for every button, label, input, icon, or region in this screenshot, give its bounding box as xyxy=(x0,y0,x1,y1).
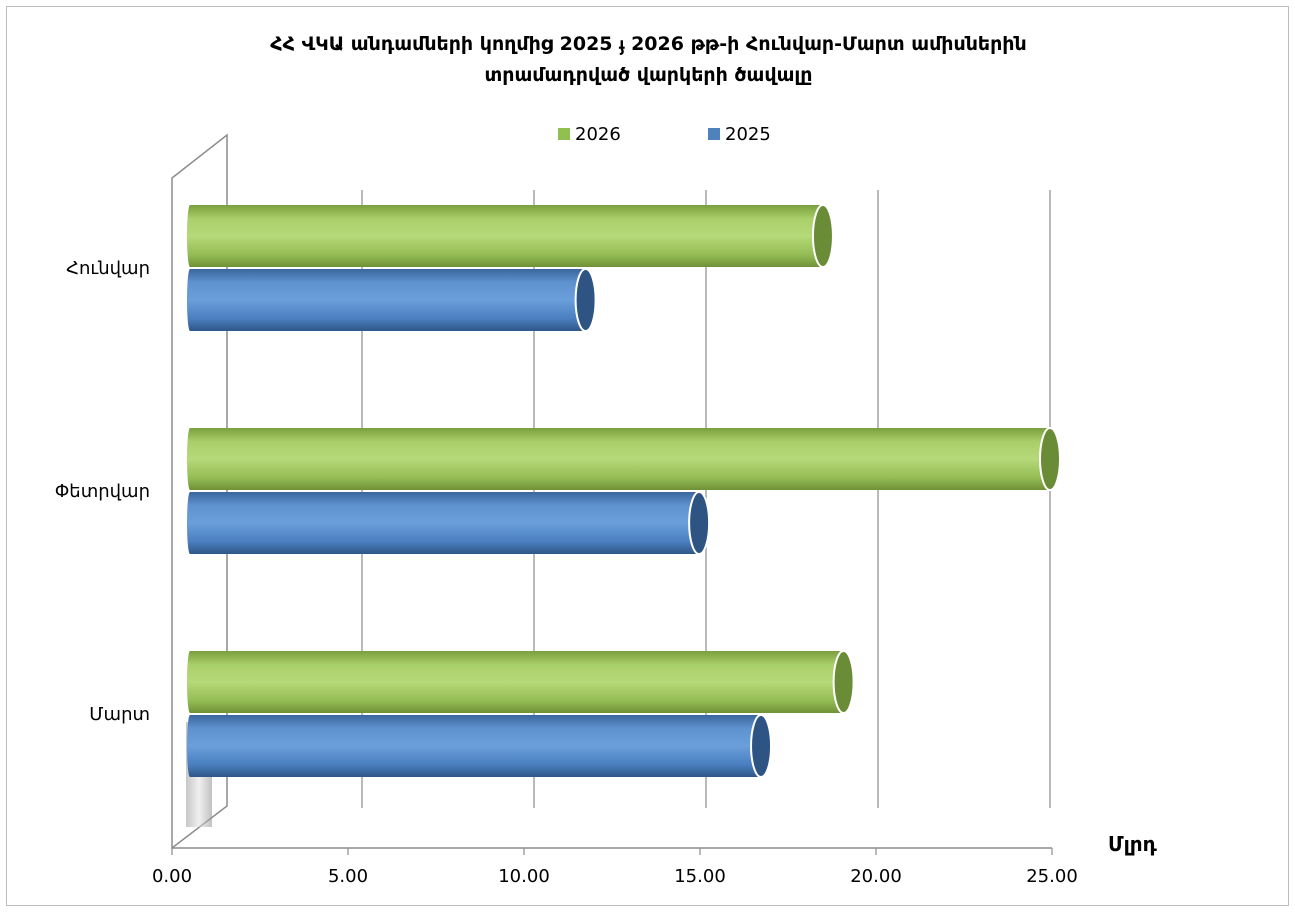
bar-cap xyxy=(574,268,597,332)
x-tick-label: 10.00 xyxy=(498,866,550,887)
category-label: Հունվար xyxy=(66,258,150,279)
bar-2026-3 xyxy=(187,650,855,714)
x-tick-label: 0.00 xyxy=(152,866,192,887)
bar-cap xyxy=(750,714,773,778)
bar-cap xyxy=(1039,427,1061,491)
x-tick-label: 20.00 xyxy=(850,866,902,887)
bars xyxy=(187,204,1061,778)
bar-body xyxy=(190,428,1050,490)
chart-title-line-2: տրամադրված վարկերի ծավալը xyxy=(484,64,813,86)
chart-title-line-1: ՀՀ ՎԿԱ անդամների կողմից 2025 ֈ 2026 թթ-ի… xyxy=(270,33,1027,55)
bar-cap xyxy=(811,204,834,268)
legend-swatch xyxy=(558,128,570,140)
category-labels: Հունվար Փետրվար Մարտ xyxy=(55,258,150,725)
bar-body xyxy=(190,205,823,267)
category-label: Փետրվար xyxy=(55,481,150,502)
x-axis-ticks: 0.00 5.00 10.00 15.00 20.00 25.00 xyxy=(152,848,1078,887)
legend-swatch xyxy=(708,128,720,140)
x-tick-label: 25.00 xyxy=(1026,866,1078,887)
bar-2026-2 xyxy=(187,427,1061,491)
legend: 2026 2025 xyxy=(558,124,771,145)
x-tick-label: 15.00 xyxy=(674,866,726,887)
legend-label: 2025 xyxy=(725,124,771,145)
bar-2026-1 xyxy=(187,204,834,268)
bar-cap xyxy=(688,491,711,555)
legend-label: 2026 xyxy=(575,124,621,145)
chart-title: ՀՀ ՎԿԱ անդամների կողմից 2025 ֈ 2026 թթ-ի… xyxy=(7,29,1290,91)
bar-body xyxy=(190,269,586,331)
bar-2025-2 xyxy=(187,491,711,555)
bar-body xyxy=(190,492,700,554)
bar-2025-1 xyxy=(187,268,597,332)
unit-label: Մլրդ xyxy=(1108,832,1158,856)
bar-2025-3 xyxy=(187,714,773,778)
bar-body xyxy=(190,651,844,713)
x-tick-label: 5.00 xyxy=(328,866,368,887)
category-label: Մարտ xyxy=(89,704,150,725)
bar-cap xyxy=(832,650,855,714)
bar-body xyxy=(190,715,762,777)
